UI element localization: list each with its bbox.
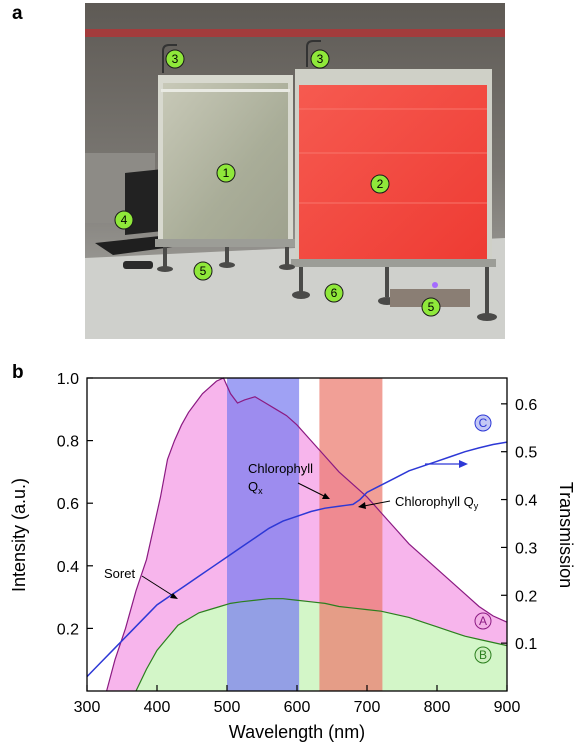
annotation-soret: Soret	[104, 566, 135, 581]
stand-legs	[157, 247, 497, 321]
series-c-axis-arrowhead	[459, 460, 468, 468]
svg-text:6: 6	[331, 286, 338, 300]
svg-text:5: 5	[428, 300, 435, 314]
svg-text:3: 3	[172, 52, 179, 66]
chl-qy-arrowhead	[358, 502, 366, 509]
series-label-b: B	[474, 646, 492, 664]
chl-qx-arrowhead	[322, 493, 330, 499]
series-b-line	[135, 598, 508, 692]
series-label-c: C	[474, 414, 492, 432]
x-axis-label: Wavelength (nm)	[229, 722, 365, 742]
x-axis: 300 400 500 600 700 800 900	[74, 685, 521, 716]
y-tick-label: 0.2	[57, 621, 79, 638]
marker-3-left: 3	[165, 49, 185, 69]
clear-tank	[155, 75, 299, 247]
annotation-chl-qx-sub: x	[258, 486, 263, 496]
blue-band	[227, 378, 300, 691]
annotation-chl-qx-line2: Qx	[248, 479, 263, 496]
y-tick-label: 0.6	[57, 496, 79, 513]
svg-text:A: A	[479, 614, 487, 628]
y-tick-label: 1.0	[57, 371, 79, 388]
x-tick-label: 400	[144, 699, 171, 716]
marker-2: 2	[370, 174, 390, 194]
series-labels: A B C	[474, 414, 492, 664]
annotations: Soret Chlorophyll Qx Chlorophyll Qy	[104, 460, 479, 599]
svg-text:C: C	[479, 416, 488, 430]
panel-b-letter: b	[12, 362, 24, 383]
chl-qy-arrow	[363, 500, 391, 507]
svg-text:5: 5	[200, 264, 207, 278]
x-tick-label: 300	[74, 699, 101, 716]
y-tick-label: 0.8	[57, 434, 79, 451]
x-tick-label: 500	[214, 699, 241, 716]
annotation-chl-qx-line1: Chlorophyll	[248, 461, 313, 476]
y2-tick-label: 0.2	[515, 588, 537, 605]
series-a-line	[106, 377, 508, 692]
marker-5-right: 5	[421, 297, 441, 317]
experiment-photo: 1 2 3 3 4 5 5 6	[85, 3, 505, 339]
y-tick-label: 0.4	[57, 559, 79, 576]
svg-text:3: 3	[317, 52, 324, 66]
y2-tick-label: 0.3	[515, 540, 537, 557]
photo-markers: 1 2 3 3 4 5 5 6	[114, 49, 441, 317]
annotation-chl-qy: Chlorophyll Qy	[395, 494, 479, 511]
x-tick-label: 800	[424, 699, 451, 716]
tubing	[162, 40, 321, 73]
soret-arrowhead	[170, 593, 178, 599]
y-axis-label: Intensity (a.u.)	[9, 478, 29, 592]
y2-tick-label: 0.5	[515, 445, 537, 462]
y-axis-right: 0.1 0.2 0.3 0.4 0.5 0.6	[501, 397, 537, 653]
plot-area	[86, 377, 508, 692]
chl-qx-arrow	[297, 482, 327, 498]
x-tick-label: 900	[494, 699, 521, 716]
svg-text:4: 4	[121, 213, 128, 227]
series-label-a: A	[474, 612, 492, 630]
panel-a-letter: a	[12, 3, 23, 24]
laptop	[95, 169, 180, 269]
marker-3-right: 3	[310, 49, 330, 69]
led-light	[432, 282, 438, 288]
y2-axis-label: Transmission	[556, 482, 576, 588]
svg-text:1: 1	[223, 166, 230, 180]
marker-5-left: 5	[193, 261, 213, 281]
svg-text:2: 2	[377, 177, 384, 191]
spectrum-chart: 300 400 500 600 700 800 900 0.2 0.4 0.6 0.8 1.0 0.…	[9, 371, 576, 742]
annotation-chl-qy-sub: y	[474, 501, 479, 511]
x-tick-label: 600	[284, 699, 311, 716]
y2-tick-label: 0.4	[515, 493, 537, 510]
red-band	[319, 378, 383, 691]
y2-tick-label: 0.6	[515, 397, 537, 414]
y-axis-left: 0.2 0.4 0.6 0.8 1.0	[57, 371, 93, 638]
ceiling-pipe	[85, 29, 505, 37]
x-tick-label: 700	[354, 699, 381, 716]
y2-tick-label: 0.1	[515, 636, 537, 653]
svg-text:B: B	[479, 648, 487, 662]
series-c-line	[86, 441, 508, 678]
marker-1: 1	[216, 163, 236, 183]
marker-6: 6	[324, 283, 344, 303]
soret-arrow	[141, 575, 176, 598]
marker-4: 4	[114, 210, 134, 230]
red-tank	[291, 69, 496, 267]
